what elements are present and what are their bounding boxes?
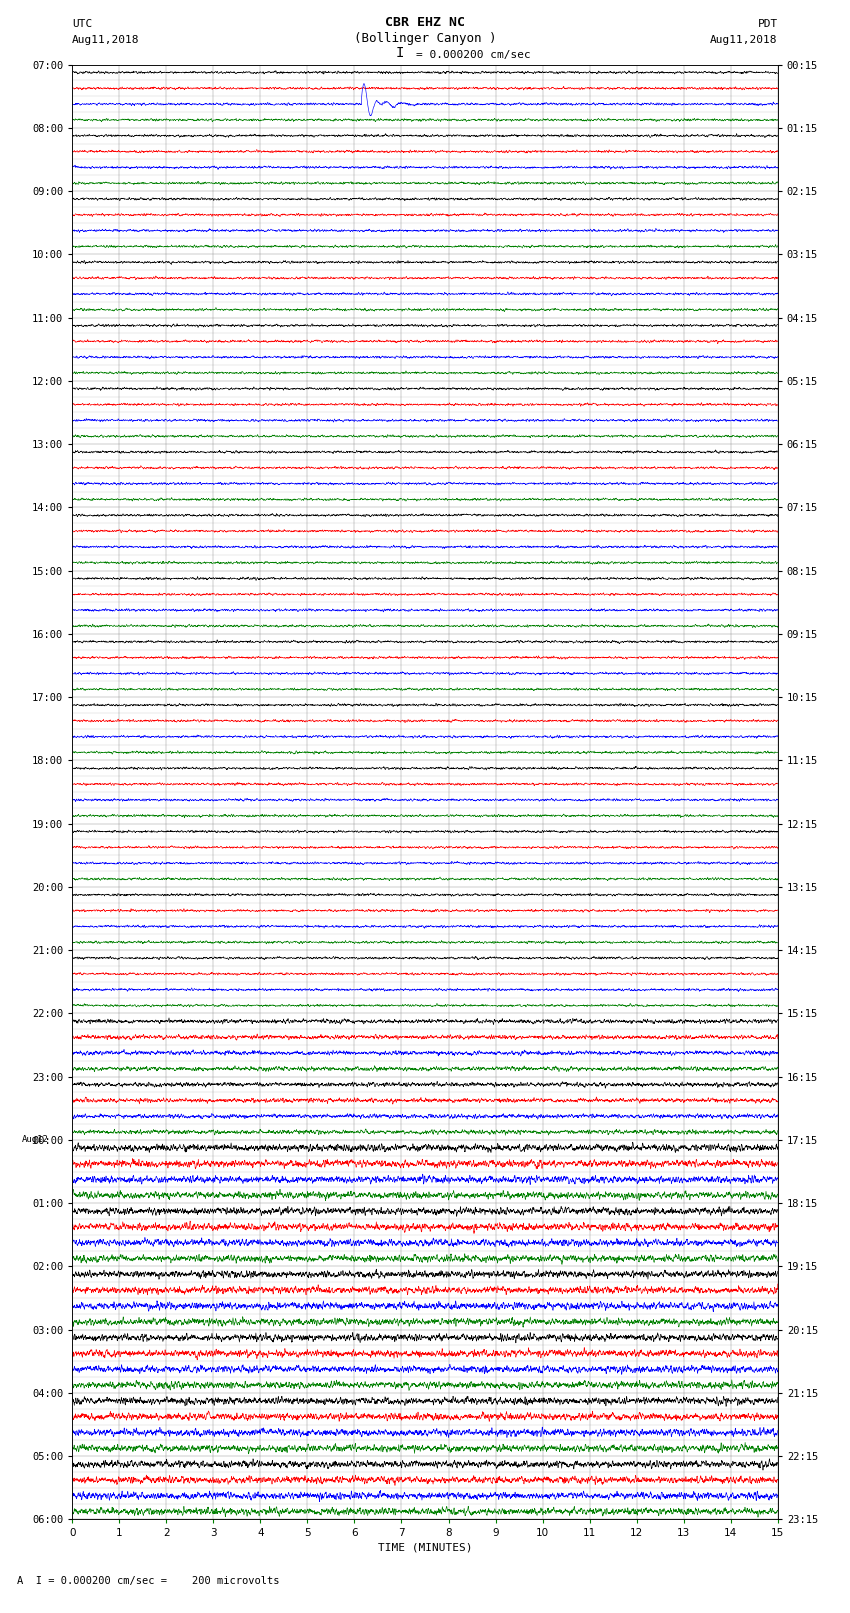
Text: A  I = 0.000200 cm/sec =    200 microvolts: A I = 0.000200 cm/sec = 200 microvolts bbox=[17, 1576, 280, 1586]
Text: Aug11,2018: Aug11,2018 bbox=[711, 35, 778, 45]
Text: = 0.000200 cm/sec: = 0.000200 cm/sec bbox=[416, 50, 531, 60]
Text: UTC: UTC bbox=[72, 19, 93, 29]
Text: CBR EHZ NC: CBR EHZ NC bbox=[385, 16, 465, 29]
Text: PDT: PDT bbox=[757, 19, 778, 29]
Text: I: I bbox=[395, 45, 404, 60]
Text: (Bollinger Canyon ): (Bollinger Canyon ) bbox=[354, 32, 496, 45]
Text: Aug12: Aug12 bbox=[22, 1136, 48, 1144]
Text: Aug11,2018: Aug11,2018 bbox=[72, 35, 139, 45]
X-axis label: TIME (MINUTES): TIME (MINUTES) bbox=[377, 1542, 473, 1553]
